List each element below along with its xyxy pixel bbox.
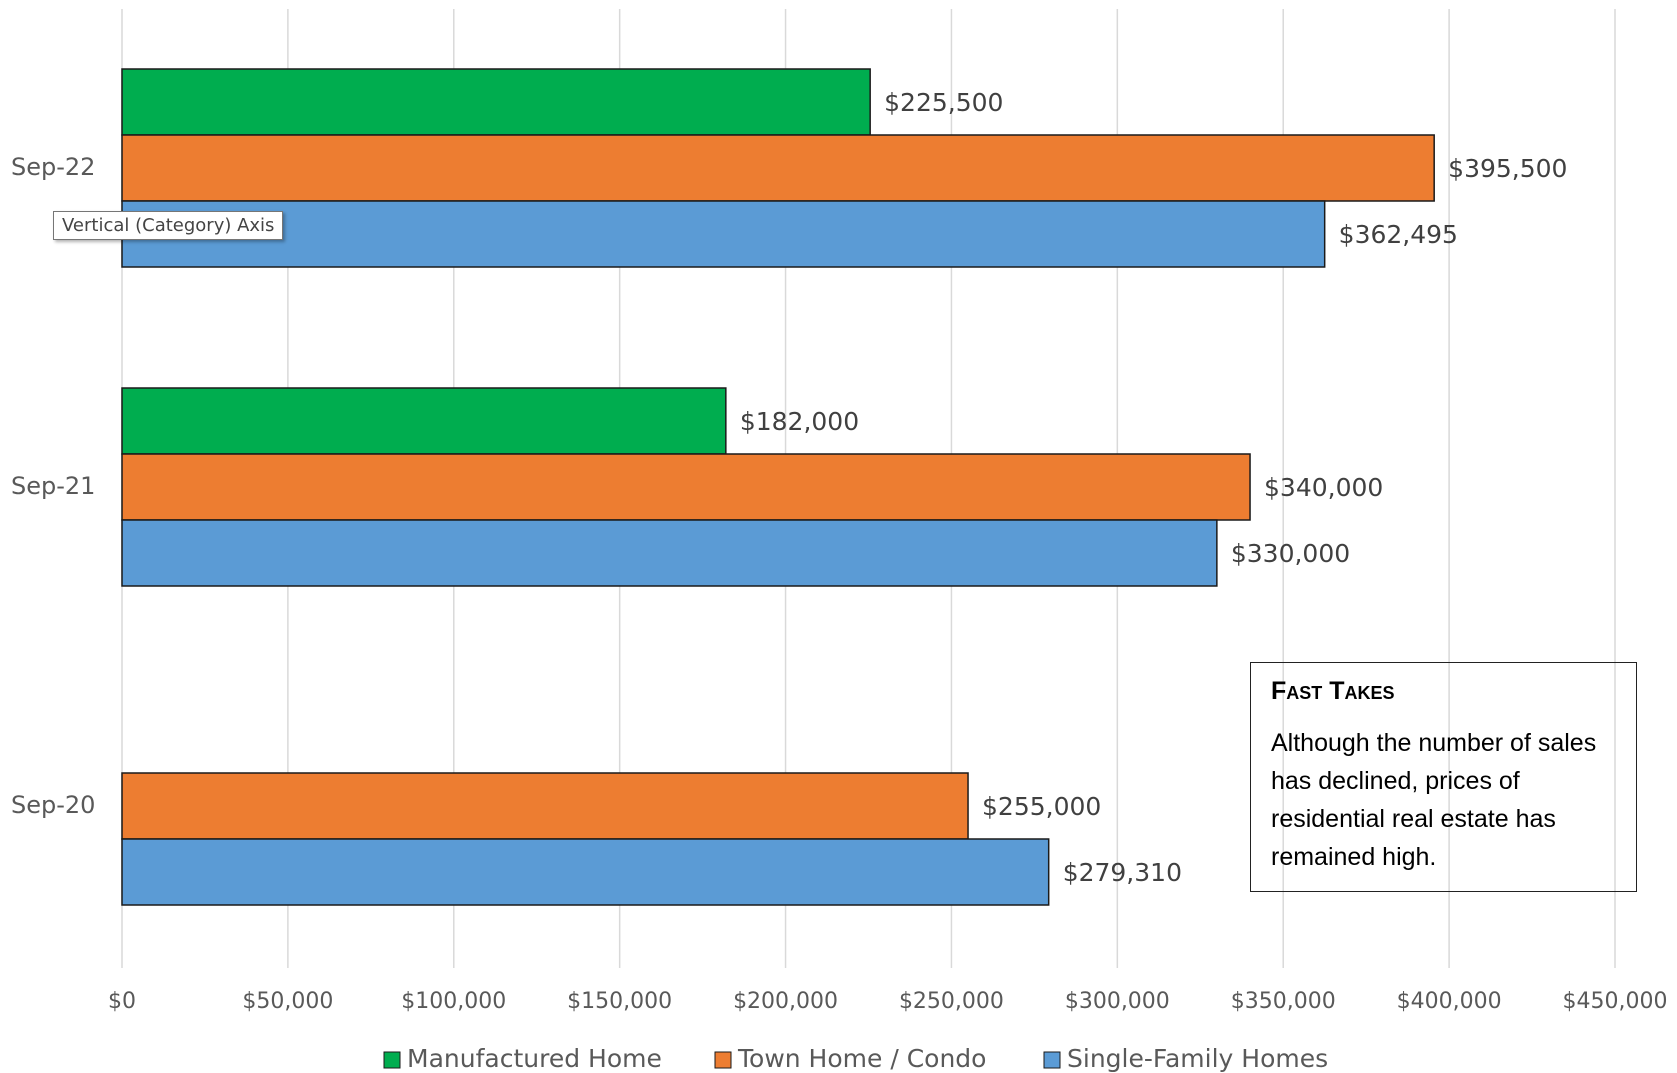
x-tick-label: $250,000: [899, 989, 1004, 1014]
data-label: $395,500: [1448, 154, 1567, 183]
tooltip: Vertical (Category) Axis: [53, 211, 284, 240]
bar: [121, 200, 1326, 268]
bar: [121, 68, 871, 136]
bar: [121, 134, 1435, 202]
legend-label: Single-Family Homes: [1067, 1044, 1328, 1073]
x-tick-label: $200,000: [733, 989, 838, 1014]
legend-swatch: [1043, 1051, 1061, 1069]
x-tick-label: $350,000: [1231, 989, 1336, 1014]
legend-swatch: [383, 1051, 401, 1069]
data-label: $182,000: [740, 407, 859, 436]
bar: [121, 772, 969, 840]
data-label: $362,495: [1339, 220, 1458, 249]
bar: [121, 519, 1218, 587]
callout-title: Fast Takes: [1271, 677, 1395, 705]
data-label: $225,500: [884, 88, 1003, 117]
data-label: $279,310: [1063, 858, 1182, 887]
bar: [121, 387, 727, 455]
x-tick-label: $50,000: [242, 989, 333, 1014]
data-label: $340,000: [1264, 473, 1383, 502]
legend-swatch: [714, 1051, 732, 1069]
y-tick-label: Sep-21: [11, 472, 95, 500]
y-tick-label: Sep-22: [11, 153, 95, 181]
x-tick-label: $300,000: [1065, 989, 1170, 1014]
data-label: $255,000: [982, 792, 1101, 821]
x-tick-label: $150,000: [567, 989, 672, 1014]
y-tick-label: Sep-20: [11, 791, 95, 819]
x-tick-label: $0: [108, 989, 136, 1014]
bar: [121, 453, 1251, 521]
callout-box: Fast Takes Although the number of sales …: [1250, 662, 1637, 892]
legend-label: Manufactured Home: [407, 1044, 662, 1073]
x-tick-label: $450,000: [1563, 989, 1668, 1014]
data-label: $330,000: [1231, 539, 1350, 568]
x-tick-label: $100,000: [401, 989, 506, 1014]
callout-text: Although the number of sales has decline…: [1271, 729, 1597, 871]
bar: [121, 838, 1050, 906]
x-tick-label: $400,000: [1397, 989, 1502, 1014]
legend-label: Town Home / Condo: [737, 1044, 986, 1073]
